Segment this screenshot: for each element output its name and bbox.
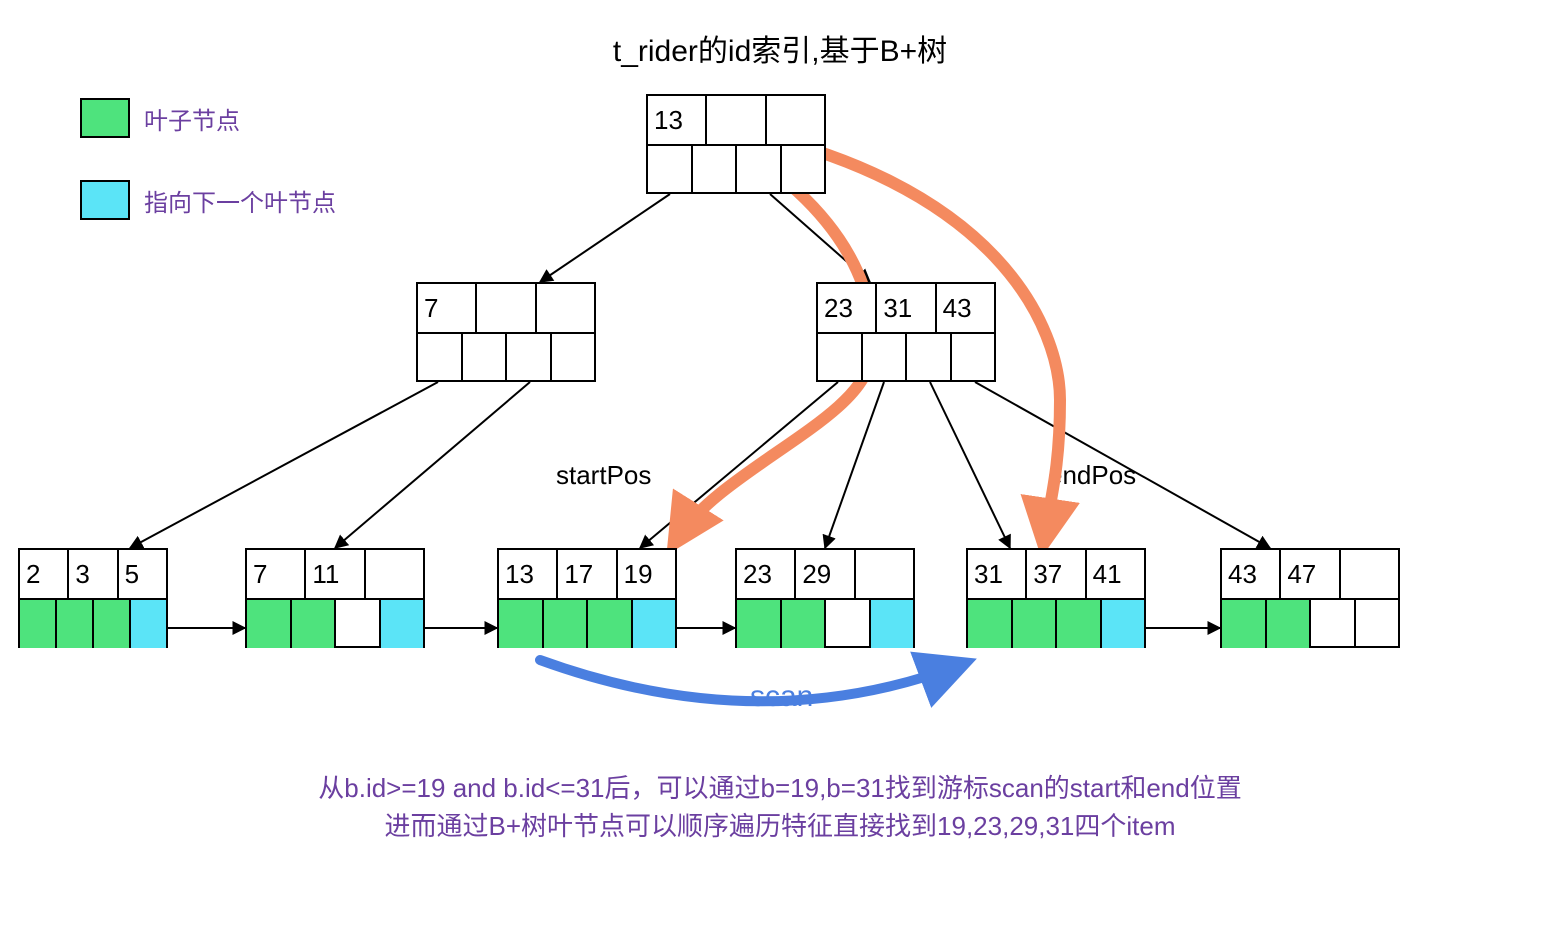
- node-leaf3-ptr-0: [499, 600, 544, 648]
- node-leaf3-key-1: 17: [558, 550, 617, 598]
- node-leaf6-key-1: 47: [1281, 550, 1340, 598]
- node-leaf3-key-0: 13: [499, 550, 558, 598]
- node-leaf6-ptr-0: [1222, 600, 1267, 648]
- node-mid1-ptr-3: [552, 334, 595, 382]
- node-leaf3-ptr-2: [588, 600, 633, 648]
- node-leaf6: 4347: [1220, 548, 1400, 648]
- node-mid1-key-1: [477, 284, 536, 332]
- node-leaf4-key-0: 23: [737, 550, 796, 598]
- node-leaf2-key-0: 7: [247, 550, 306, 598]
- node-leaf4-ptr-2: [826, 600, 871, 648]
- node-mid2-key-0: 23: [818, 284, 877, 332]
- node-leaf1-ptr-3: [131, 600, 166, 648]
- node-leaf5-key-1: 37: [1027, 550, 1086, 598]
- node-mid1-ptr-1: [463, 334, 508, 382]
- node-leaf4-ptr-3: [871, 600, 914, 648]
- node-leaf2-ptr-3: [381, 600, 424, 648]
- node-mid1-ptr-2: [507, 334, 552, 382]
- node-leaf3-ptr-3: [633, 600, 676, 648]
- node-leaf2-ptr-0: [247, 600, 292, 648]
- legend-next: 指向下一个叶节点: [80, 180, 336, 220]
- node-root: 13: [646, 94, 826, 194]
- node-root-ptr-1: [693, 146, 738, 194]
- node-root-key-2: [767, 96, 824, 144]
- node-leaf4-ptr-0: [737, 600, 782, 648]
- node-leaf1-ptr-2: [94, 600, 131, 648]
- legend-leaf-label: 叶子节点: [144, 101, 240, 136]
- node-leaf5-ptr-1: [1013, 600, 1058, 648]
- node-mid1-ptr-0: [418, 334, 463, 382]
- node-leaf5-key-0: 31: [968, 550, 1027, 598]
- node-mid2-key-1: 31: [877, 284, 936, 332]
- node-leaf5-ptr-3: [1102, 600, 1145, 648]
- node-leaf1-key-1: 3: [69, 550, 118, 598]
- node-leaf4-ptr-1: [782, 600, 827, 648]
- node-leaf5-key-2: 41: [1087, 550, 1144, 598]
- legend-next-label: 指向下一个叶节点: [144, 183, 336, 218]
- legend-leaf-swatch: [80, 98, 130, 138]
- node-root-ptr-2: [737, 146, 782, 194]
- node-leaf4-key-1: 29: [796, 550, 855, 598]
- node-leaf2: 711: [245, 548, 425, 648]
- label-endpos: endPos: [1048, 460, 1136, 491]
- node-leaf3: 131719: [497, 548, 677, 648]
- node-leaf4: 2329: [735, 548, 915, 648]
- node-leaf6-key-2: [1341, 550, 1398, 598]
- legend-leaf: 叶子节点: [80, 98, 240, 138]
- node-mid2-ptr-0: [818, 334, 863, 382]
- footer-text: 从b.id>=19 and b.id<=31后，可以通过b=19,b=31找到游…: [0, 770, 1560, 845]
- diagram-title: t_rider的id索引,基于B+树: [0, 26, 1560, 70]
- node-mid1: 7: [416, 282, 596, 382]
- legend-next-swatch: [80, 180, 130, 220]
- node-mid2-key-2: 43: [937, 284, 994, 332]
- node-leaf2-ptr-1: [292, 600, 337, 648]
- node-mid2-ptr-1: [863, 334, 908, 382]
- node-leaf5-ptr-2: [1057, 600, 1102, 648]
- label-scan: scan: [750, 680, 813, 714]
- node-leaf5: 313741: [966, 548, 1146, 648]
- node-root-ptr-3: [782, 146, 825, 194]
- label-startpos: startPos: [556, 460, 651, 491]
- node-mid1-key-2: [537, 284, 594, 332]
- node-mid2-ptr-2: [907, 334, 952, 382]
- node-leaf1-ptr-0: [20, 600, 57, 648]
- node-leaf2-ptr-2: [336, 600, 381, 648]
- node-leaf6-ptr-3: [1356, 600, 1399, 648]
- node-leaf2-key-2: [366, 550, 423, 598]
- diagram-canvas: t_rider的id索引,基于B+树 叶子节点 指向下一个叶节点 startPo…: [0, 0, 1560, 938]
- node-leaf6-ptr-2: [1311, 600, 1356, 648]
- node-leaf5-ptr-0: [968, 600, 1013, 648]
- footer-line1: 从b.id>=19 and b.id<=31后，可以通过b=19,b=31找到游…: [0, 770, 1560, 808]
- node-root-ptr-0: [648, 146, 693, 194]
- node-leaf3-key-2: 19: [618, 550, 675, 598]
- node-mid2: 233143: [816, 282, 996, 382]
- node-root-key-1: [707, 96, 766, 144]
- node-leaf3-ptr-1: [544, 600, 589, 648]
- node-leaf1-ptr-1: [57, 600, 94, 648]
- node-root-key-0: 13: [648, 96, 707, 144]
- node-leaf4-key-2: [856, 550, 913, 598]
- node-mid2-ptr-3: [952, 334, 995, 382]
- node-leaf1-key-0: 2: [20, 550, 69, 598]
- node-leaf6-ptr-1: [1267, 600, 1312, 648]
- node-leaf1-key-2: 5: [119, 550, 166, 598]
- node-leaf2-key-1: 11: [306, 550, 365, 598]
- footer-line2: 进而通过B+树叶节点可以顺序遍历特征直接找到19,23,29,31四个item: [0, 808, 1560, 846]
- node-leaf1: 235: [18, 548, 168, 648]
- node-mid1-key-0: 7: [418, 284, 477, 332]
- node-leaf6-key-0: 43: [1222, 550, 1281, 598]
